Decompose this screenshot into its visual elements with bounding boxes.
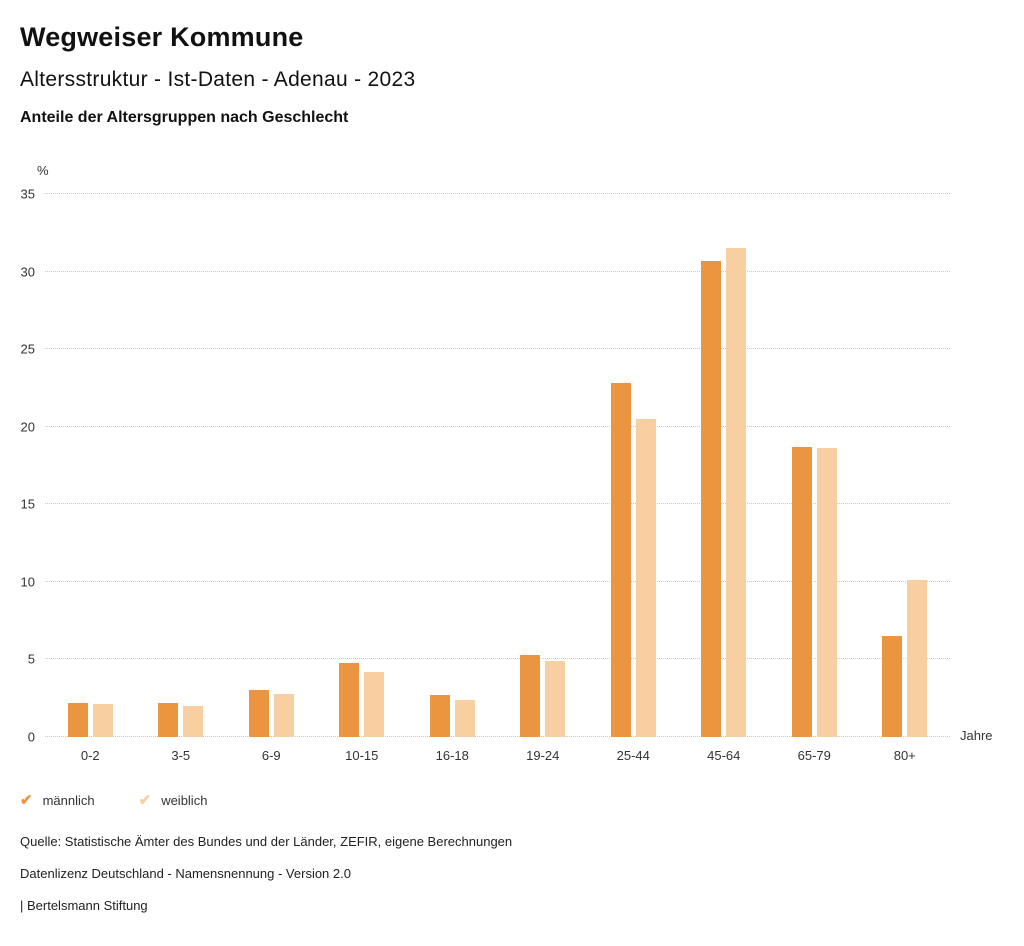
bar-weiblich[interactable]: [92, 704, 113, 737]
bar-weiblich[interactable]: [635, 418, 656, 737]
bar-group-19-24: [498, 194, 589, 737]
bar-männlich[interactable]: [610, 383, 631, 737]
bar-männlich[interactable]: [520, 654, 541, 737]
plot-area: Jahre 0 5 10 15 20 25 30 35: [21, 188, 993, 744]
x-tick-label: 65-79: [797, 748, 831, 763]
x-tick-label: 16-18: [435, 748, 469, 763]
y-tick-label: 0: [27, 729, 35, 745]
x-tick-label: 80+: [893, 748, 916, 763]
gridline: [45, 270, 950, 272]
bar-männlich[interactable]: [791, 446, 812, 737]
bar-weiblich[interactable]: [816, 448, 837, 737]
y-tick-label: 35: [20, 186, 35, 202]
bar-groups: [45, 194, 950, 737]
bar-weiblich[interactable]: [907, 580, 928, 737]
source-note: Quelle: Statistische Ämter des Bundes un…: [20, 834, 513, 849]
legend: ✔ männlich ✔ weiblich: [20, 793, 1004, 808]
bar-chart: % Jahre 0 5 10 15 20 25 30 35 0-2 3-5 6-9 10-15 16-…: [20, 163, 1004, 763]
bar-weiblich[interactable]: [364, 671, 385, 737]
gridline: [45, 425, 950, 427]
bar-group-6-9: [226, 194, 317, 737]
legend-label: weiblich: [161, 793, 208, 808]
checkmark-icon: ✔: [20, 792, 33, 809]
bar-männlich[interactable]: [429, 695, 450, 737]
legend-item-männlich[interactable]: ✔ männlich: [20, 793, 95, 808]
bar-weiblich[interactable]: [273, 693, 294, 737]
bar-männlich[interactable]: [67, 702, 88, 737]
x-tick-label: 3-5: [171, 748, 191, 763]
bar-group-0-2: [45, 194, 136, 737]
page-title: Wegweiser Kommune: [20, 22, 304, 52]
x-axis-unit-label: Jahre: [960, 728, 993, 743]
bar-weiblich[interactable]: [454, 699, 475, 737]
y-tick-label: 20: [20, 419, 35, 435]
y-tick-label: 10: [20, 574, 35, 590]
y-axis-unit-label: %: [37, 163, 49, 178]
y-tick-label: 5: [27, 651, 35, 667]
gridline: [45, 736, 950, 737]
bar-männlich[interactable]: [882, 636, 903, 737]
x-tick-label: 19-24: [526, 748, 560, 763]
bar-group-45-64: [679, 194, 770, 737]
bar-group-65-79: [769, 194, 860, 737]
bar-weiblich[interactable]: [726, 248, 747, 737]
x-tick-label: 6-9: [261, 748, 281, 763]
bar-weiblich[interactable]: [183, 705, 204, 737]
y-tick-label: 30: [20, 264, 35, 280]
bar-männlich[interactable]: [339, 662, 360, 737]
gridline: [45, 193, 950, 194]
gridline: [45, 348, 950, 350]
chart-caption: Anteile der Altersgruppen nach Geschlech…: [20, 109, 349, 126]
gridline: [45, 503, 950, 505]
legend-label: männlich: [42, 793, 95, 808]
x-tick-label: 25-44: [616, 748, 650, 763]
checkmark-icon: ✔: [138, 792, 152, 809]
footer: Quelle: Statistische Ämter des Bundes un…: [20, 834, 1004, 913]
bar-männlich[interactable]: [248, 690, 269, 737]
bar-männlich[interactable]: [158, 702, 179, 737]
publisher-note: | Bertelsmann Stiftung: [20, 898, 148, 913]
license-note: Datenlizenz Deutschland - Namensnennung …: [20, 866, 351, 881]
bar-group-80+: [860, 194, 951, 737]
legend-item-weiblich[interactable]: ✔ weiblich: [139, 793, 208, 808]
x-tick-label: 0-2: [80, 748, 100, 763]
y-tick-label: 25: [20, 341, 35, 357]
bar-group-10-15: [317, 194, 408, 737]
bar-weiblich[interactable]: [545, 660, 566, 737]
chart-subtitle: Altersstruktur - Ist-Daten - Adenau - 20…: [20, 68, 416, 91]
x-tick-label: 45-64: [707, 748, 741, 763]
gridline: [45, 580, 950, 582]
bar-group-3-5: [136, 194, 227, 737]
bar-männlich[interactable]: [701, 260, 722, 737]
y-tick-label: 15: [20, 496, 35, 512]
x-axis: 0-2 3-5 6-9 10-15 16-18 19-24 25-44 45-64 65-79 8…: [45, 748, 950, 763]
gridline: [45, 658, 950, 660]
bar-group-16-18: [407, 194, 498, 737]
x-tick-label: 10-15: [345, 748, 379, 763]
bar-group-25-44: [588, 194, 679, 737]
